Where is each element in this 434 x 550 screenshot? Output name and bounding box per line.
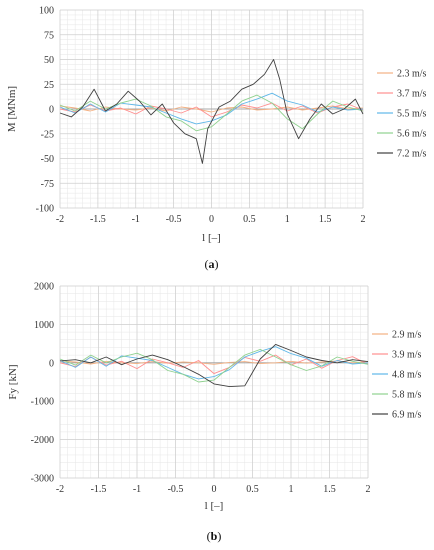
y-tick-label: 50	[44, 55, 54, 66]
x-tick-label: -1	[132, 214, 140, 225]
y-tick-label: -1000	[31, 397, 54, 408]
y-tick-label: 0	[49, 358, 54, 369]
x-tick-label: 0.5	[246, 484, 259, 495]
panel-caption: (a)	[205, 257, 219, 271]
x-tick-label: 0	[212, 484, 217, 495]
y-tick-label: -2000	[31, 435, 54, 446]
legend-label: 6.9 m/s	[392, 410, 422, 421]
legend-label: 2.3 m/s	[397, 69, 427, 80]
x-tick-label: 0.5	[243, 214, 256, 225]
y-tick-label: 1000	[34, 320, 54, 331]
x-tick-label: -0.5	[168, 484, 184, 495]
chart-b: -2 -1.5 -1 -0.5 0 0.5 1 1.5 2 2000 1000 0 -1000 -2000…	[7, 282, 422, 544]
legend: 2.3 m/s 3.7 m/s 5.5 m/s 5.6 m/s 7.2 m/s	[377, 69, 427, 160]
caption-letter: a	[209, 257, 215, 271]
panel-caption: (b)	[207, 529, 222, 543]
y-tick-label: 25	[44, 80, 54, 91]
y-axis-label: Fy [kN]	[7, 364, 19, 399]
x-tick-label: -0.5	[166, 214, 182, 225]
caption-open: (	[205, 257, 209, 271]
x-tick-label: -1.5	[90, 214, 106, 225]
series-line-2-9-m-s	[59, 360, 369, 365]
legend-label: 2.9 m/s	[392, 330, 422, 341]
series-line-4-8-m-s	[59, 346, 369, 380]
series-group	[59, 59, 364, 164]
gridlines	[59, 285, 369, 479]
x-axis-label: l [–]	[205, 500, 224, 512]
x-tick-label: 1.5	[319, 214, 332, 225]
x-tick-label: 2	[366, 484, 371, 495]
y-tick-label: 0	[49, 105, 54, 116]
caption-close: )	[215, 257, 219, 271]
y-axis-label: M [MNm]	[6, 86, 18, 132]
series-group	[59, 343, 369, 388]
series-line-3-7-m-s	[59, 102, 364, 118]
legend-label: 7.2 m/s	[397, 149, 427, 160]
x-tick-label: -2	[56, 484, 64, 495]
series-line-5-8-m-s	[59, 348, 369, 383]
legend-label: 5.6 m/s	[397, 129, 427, 140]
legend-label: 4.8 m/s	[392, 370, 422, 381]
y-tick-label: -3000	[31, 474, 54, 485]
y-tick-label: -75	[41, 179, 54, 190]
chart-a: -2 -1.5 -1 -0.5 0 0.5 1 1.5 2 100 75 50 25 0 -25 -50 -75…	[6, 6, 427, 272]
x-tick-label: 0	[209, 214, 214, 225]
y-tick-label: -50	[41, 154, 54, 165]
series-line-6-9-m-s	[59, 343, 369, 388]
y-tick-label: -100	[36, 204, 54, 215]
x-tick-label: 1	[289, 484, 294, 495]
y-tick-label: 75	[44, 30, 54, 41]
x-tick-label: 1	[285, 214, 290, 225]
x-tick-label: 1.5	[323, 484, 336, 495]
x-tick-label: 2	[361, 214, 366, 225]
x-axis-label: l [–]	[202, 232, 221, 244]
x-tick-label: -1.5	[91, 484, 107, 495]
caption-letter: b	[211, 529, 218, 543]
series-line-5-6-m-s	[59, 94, 364, 132]
legend-label: 3.7 m/s	[397, 89, 427, 100]
legend: 2.9 m/s 3.9 m/s 4.8 m/s 5.8 m/s 6.9 m/s	[372, 330, 422, 421]
legend-label: 5.5 m/s	[397, 109, 427, 120]
series-line-3-9-m-s	[59, 354, 369, 375]
series-line-7-2-m-s	[59, 59, 364, 164]
x-tick-label: -2	[56, 214, 64, 225]
caption-close: )	[217, 529, 221, 543]
caption-open: (	[207, 529, 211, 543]
legend-label: 5.8 m/s	[392, 390, 422, 401]
y-tick-label: 100	[39, 6, 54, 17]
y-tick-label: 2000	[34, 282, 54, 293]
y-tick-label: -25	[41, 129, 54, 140]
x-tick-label: -1	[133, 484, 141, 495]
legend-label: 3.9 m/s	[392, 350, 422, 361]
